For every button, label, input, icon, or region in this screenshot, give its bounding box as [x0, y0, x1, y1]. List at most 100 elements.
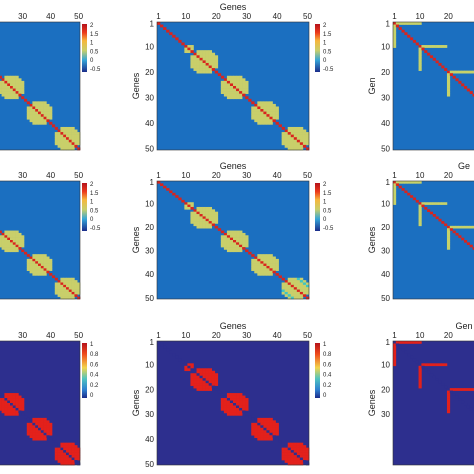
heatmap-cell	[21, 398, 25, 401]
heatmap-cell	[257, 273, 261, 276]
heatmap-cell	[427, 202, 431, 205]
heatmap-cell	[196, 216, 200, 220]
heatmap-cell	[223, 400, 228, 404]
heatmap-cell	[35, 109, 39, 112]
heatmap-cell	[284, 280, 289, 283]
heatmap-cell	[233, 80, 237, 84]
heatmap-cell	[245, 407, 249, 411]
heatmap-cell	[63, 460, 67, 463]
heatmap-cell	[38, 114, 42, 118]
heatmap-cell	[455, 70, 459, 74]
heatmap-cell	[296, 139, 301, 143]
heatmap-cell	[43, 116, 47, 120]
heatmap-cell	[66, 296, 70, 300]
heatmap-cell	[223, 232, 228, 236]
heatmap-cell	[46, 270, 50, 274]
heatmap-cell	[32, 268, 36, 271]
heatmap-cell	[66, 284, 70, 288]
heatmap-cell	[446, 400, 451, 404]
heatmap-cell	[196, 60, 200, 64]
x-tick-label: 30	[242, 331, 251, 340]
heatmap-cell	[60, 287, 64, 290]
heatmap-cell	[410, 22, 414, 25]
heatmap-cell	[1, 83, 5, 87]
heatmap-cell	[63, 132, 67, 135]
heatmap-cell	[205, 223, 209, 227]
heatmap-cell	[254, 270, 258, 274]
heatmap-cell	[60, 132, 64, 135]
heatmap-cell	[226, 410, 231, 414]
heatmap-cell	[251, 261, 255, 264]
heatmap-cell	[287, 280, 292, 283]
heatmap-cell	[12, 86, 16, 89]
heatmap-cell	[290, 280, 295, 283]
heatmap-cell	[257, 116, 261, 120]
heatmap-cell	[202, 62, 206, 66]
heatmap-cell	[12, 405, 16, 409]
heatmap-cell	[21, 237, 25, 241]
y-axis-label: Genes	[131, 72, 141, 99]
heatmap-cell	[202, 209, 206, 212]
heatmap-cell	[63, 277, 67, 281]
heatmap-cell	[404, 190, 408, 194]
heatmap-cell	[229, 410, 234, 414]
heatmap-cell	[418, 373, 422, 377]
heatmap-cell	[199, 52, 203, 56]
heatmap-cell	[242, 83, 246, 87]
heatmap-cell	[284, 445, 289, 448]
heatmap-cell	[10, 398, 14, 401]
heatmap-cell	[10, 78, 14, 82]
heatmap-cell	[393, 195, 397, 198]
heatmap-cell	[4, 244, 8, 248]
y-tick-label: 1	[150, 19, 155, 28]
heatmap-cell	[208, 57, 213, 61]
heatmap-cell	[299, 457, 304, 461]
heatmap-cell	[236, 400, 240, 404]
heatmap-cell	[66, 139, 70, 143]
heatmap-cell	[202, 50, 206, 54]
heatmap-cell	[208, 368, 213, 372]
heatmap-cell	[32, 256, 36, 260]
heatmap-frame	[0, 180, 81, 300]
heatmap-cell	[193, 60, 197, 64]
heatmap-cell	[4, 405, 8, 409]
heatmap-cell	[290, 445, 295, 448]
heatmap-cell	[239, 96, 243, 100]
heatmap-cell	[15, 393, 19, 396]
heatmap-cell	[193, 52, 197, 56]
heatmap-cell	[263, 268, 267, 271]
heatmap-cell	[211, 68, 216, 71]
heatmap-cell	[229, 232, 234, 236]
heatmap-cell	[293, 291, 298, 295]
heatmap-cell	[239, 393, 243, 396]
heatmap-cell	[63, 137, 67, 141]
heatmap-cell	[46, 422, 50, 426]
heatmap-cell	[233, 86, 237, 89]
heatmap-cell	[296, 277, 301, 281]
heatmap-cell	[1, 237, 5, 241]
heatmap-cell	[226, 237, 231, 241]
heatmap-cell	[205, 52, 209, 56]
heatmap-cell	[10, 88, 14, 92]
heatmap-cell	[205, 380, 209, 384]
heatmap-cell	[432, 45, 436, 48]
heatmap-cell	[196, 378, 200, 381]
heatmap-cell	[229, 249, 234, 253]
heatmap-cell	[15, 398, 19, 401]
heatmap-cell	[263, 427, 267, 431]
heatmap-cell	[220, 230, 225, 234]
heatmap-cell	[208, 378, 213, 381]
heatmap-cell	[220, 403, 225, 406]
x-tick-label: 50	[74, 12, 83, 21]
heatmap-cell	[229, 230, 234, 234]
heatmap-cell	[18, 91, 22, 94]
heatmap-cell	[299, 294, 304, 297]
heatmap-cell	[66, 147, 70, 151]
y-tick-label: 1	[150, 338, 155, 347]
heatmap-cell	[172, 34, 176, 38]
heatmap-cell	[269, 427, 273, 431]
heatmap-cell	[393, 343, 397, 347]
heatmap-cell	[57, 284, 61, 288]
heatmap-cell	[54, 457, 58, 461]
heatmap-cell	[60, 296, 64, 300]
